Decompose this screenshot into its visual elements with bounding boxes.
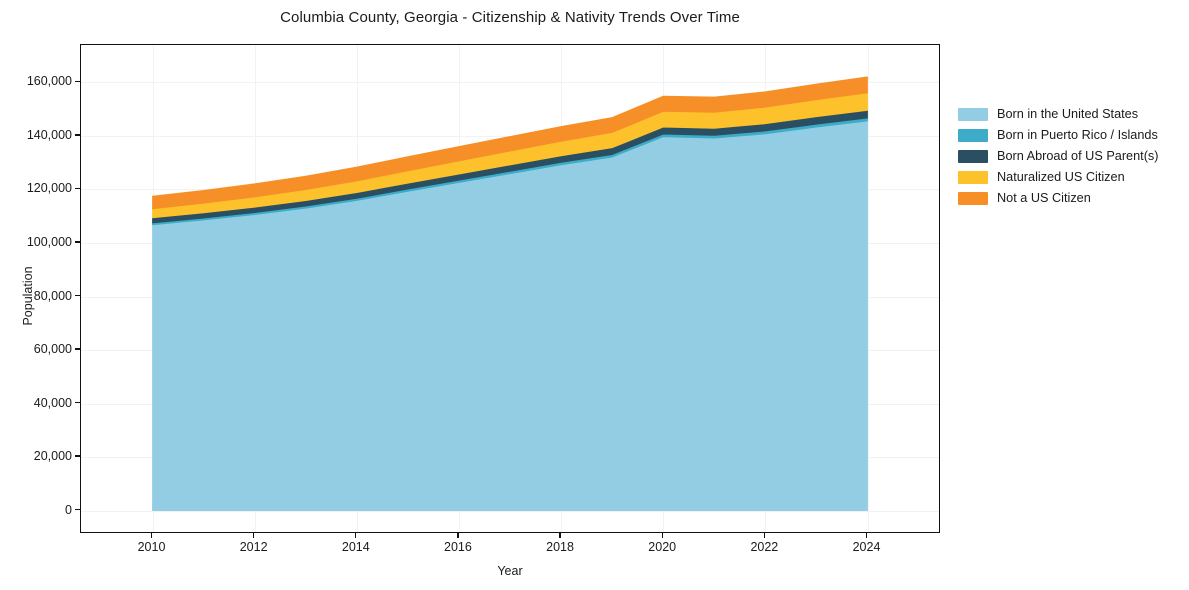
- y-tick-label: 0: [65, 502, 72, 517]
- y-tick-mark: [75, 508, 80, 511]
- y-tick-mark: [75, 455, 80, 457]
- x-tick-label: 2024: [852, 540, 881, 554]
- y-axis-label: Population: [21, 266, 35, 326]
- x-tick-mark: [150, 533, 153, 538]
- chart-legend: Born in the United States Born in Puerto …: [958, 107, 1159, 205]
- x-tick-label: 2018: [546, 540, 574, 554]
- legend-label: Born in Puerto Rico / Islands: [997, 128, 1158, 142]
- x-tick-mark: [457, 533, 459, 538]
- y-tick-label: 60,000: [33, 342, 72, 357]
- x-tick-label: 2012: [239, 540, 268, 554]
- area-band-0: [152, 120, 868, 511]
- legend-item[interactable]: Born Abroad of US Parent(s): [958, 149, 1159, 163]
- x-tick-mark: [355, 533, 357, 538]
- legend-label: Naturalized US Citizen: [997, 170, 1125, 184]
- y-tick-label: 20,000: [33, 449, 72, 464]
- y-tick-label: 80,000: [33, 288, 72, 303]
- legend-item[interactable]: Born in Puerto Rico / Islands: [958, 128, 1159, 142]
- y-tick-label: 140,000: [26, 127, 72, 142]
- area-band-4: [152, 76, 868, 210]
- y-tick-label: 160,000: [26, 74, 72, 89]
- legend-swatch: [958, 170, 988, 184]
- x-tick-mark: [559, 533, 561, 538]
- x-tick-label: 2014: [341, 540, 370, 554]
- y-tick-mark: [75, 241, 80, 243]
- y-tick-label: 100,000: [26, 235, 72, 249]
- x-tick-label: 2020: [648, 540, 677, 554]
- y-tick-label: 40,000: [33, 395, 72, 410]
- legend-item[interactable]: Naturalized US Citizen: [958, 170, 1159, 184]
- x-tick-mark: [661, 533, 663, 538]
- x-tick-mark: [763, 533, 766, 538]
- y-tick-mark: [75, 401, 80, 404]
- legend-swatch: [958, 128, 988, 142]
- gridline-horizontal: [81, 510, 939, 512]
- x-axis-label: Year: [497, 564, 523, 578]
- y-tick-mark: [75, 80, 80, 83]
- legend-label: Not a US Citizen: [997, 191, 1091, 205]
- x-tick-label: 2016: [444, 540, 472, 554]
- legend-label: Born in the United States: [997, 107, 1139, 121]
- x-tick-mark: [865, 533, 868, 538]
- legend-swatch: [958, 149, 988, 163]
- legend-item[interactable]: Born in the United States: [958, 107, 1159, 121]
- y-tick-mark: [75, 348, 80, 350]
- legend-swatch: [958, 107, 988, 121]
- stacked-area-series: [152, 76, 868, 511]
- chart-title: Columbia County, Georgia - Citizenship &…: [280, 9, 740, 26]
- y-tick-mark: [75, 294, 80, 297]
- x-tick-mark: [253, 533, 255, 538]
- plot-area: [80, 44, 940, 533]
- gridline-horizontal: [81, 82, 939, 84]
- x-tick-label: 2010: [137, 540, 166, 554]
- legend-label: Born Abroad of US Parent(s): [997, 149, 1159, 163]
- gridline-vertical: [867, 45, 869, 532]
- y-tick-mark: [75, 134, 80, 136]
- y-tick-mark: [75, 187, 80, 190]
- legend-item[interactable]: Not a US Citizen: [958, 191, 1159, 205]
- x-tick-label: 2022: [750, 540, 779, 554]
- legend-swatch: [958, 191, 988, 205]
- y-tick-label: 120,000: [26, 181, 72, 196]
